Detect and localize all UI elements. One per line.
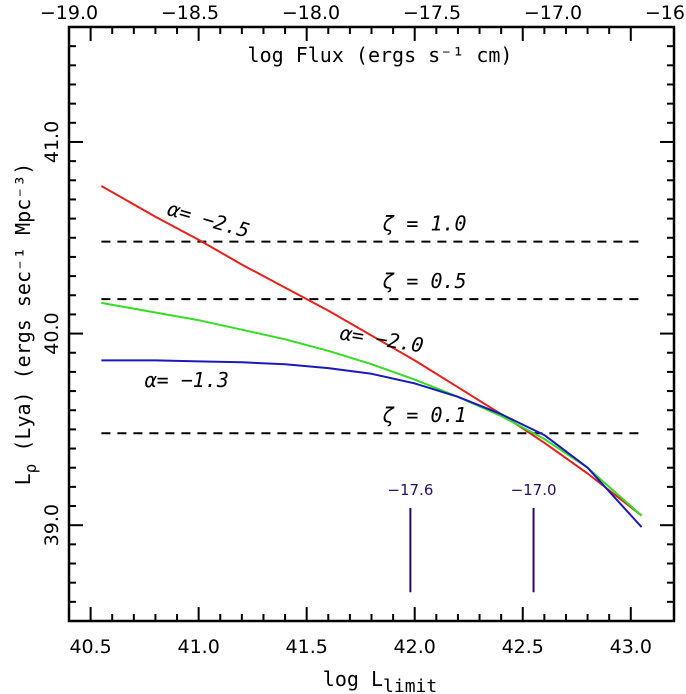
series-line (100, 185, 643, 517)
top-x-tick-label: −18.5 (161, 2, 219, 24)
x-tick-label: 40.5 (69, 636, 111, 658)
hlines (101, 240, 642, 435)
tick-labels: 40.5 41.0 41.5 42.0 42.5 43.0 −19.0 −18.5 −18.0 −… (40, 2, 686, 658)
markers: −17.6 −17.0 (387, 481, 557, 593)
zeta-label: ζ = 1.0 (382, 212, 466, 236)
top-x-tick-label: −18.0 (282, 2, 340, 24)
x-tick-label: 42.0 (394, 636, 436, 658)
x-tick-label: 42.5 (502, 636, 544, 658)
y-tick-label: 40.0 (41, 312, 63, 354)
zeta-label: ζ = 0.5 (382, 269, 466, 293)
y-tick-label: 39.0 (41, 504, 63, 546)
x-axis-label: log Llimit (323, 667, 437, 694)
x-tick-label: 41.0 (177, 636, 219, 658)
top-x-tick-label: −16.5 (645, 2, 686, 24)
marker-label: −17.6 (387, 481, 433, 499)
top-x-tick-label: −17.0 (524, 2, 582, 24)
series-lines (100, 185, 643, 528)
annotations: ζ = 1.0 ζ = 0.5 ζ = 0.1 α= −2.5 α= −2.0 α= −1… (145, 197, 467, 428)
top-x-axis-label: log Flux (ergs s⁻¹ cm) (248, 43, 513, 67)
curve-label: α= −2.0 (338, 321, 425, 358)
top-x-tick-label: −19.0 (40, 2, 98, 24)
y-axis-label: Lρ (Lya) (ergs sec⁻¹ Mpc⁻³) (11, 163, 40, 486)
series-line (101, 301, 643, 517)
curve-label: α= −1.3 (145, 368, 229, 392)
ticks (69, 27, 674, 621)
curve-label: α= −2.5 (165, 197, 253, 243)
plot-frame (67, 25, 676, 623)
marker-label: −17.0 (511, 481, 557, 499)
series-line (101, 359, 643, 528)
zeta-label: ζ = 0.1 (382, 403, 466, 427)
x-tick-label: 41.5 (286, 636, 328, 658)
x-tick-label: 43.0 (610, 636, 652, 658)
top-x-tick-label: −17.5 (403, 2, 461, 24)
y-tick-label: 41.0 (41, 121, 63, 163)
